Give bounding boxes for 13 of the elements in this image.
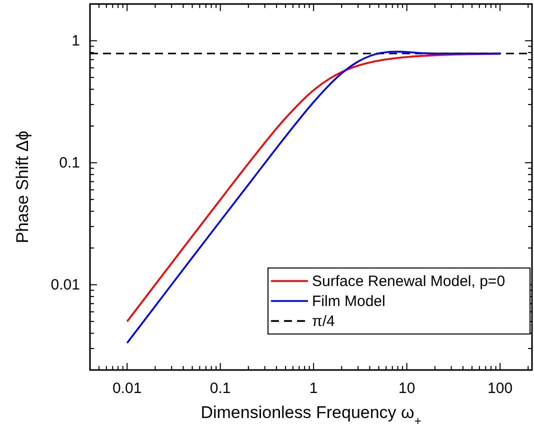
y-tick-label: 0.01	[50, 276, 80, 294]
x-tick-label: 10	[398, 380, 416, 397]
legend-label: Surface Renewal Model, p=0	[312, 273, 506, 290]
y-axis-title: Phase Shift Δϕ	[13, 130, 32, 244]
y-tick-label: 1	[72, 32, 80, 50]
legend-label: π/4	[312, 313, 335, 330]
legend-label: Film Model	[312, 293, 386, 310]
y-tick-label: 0.1	[59, 154, 80, 172]
x-tick-label: 0.01	[112, 380, 142, 397]
x-tick-label: 100	[488, 380, 513, 397]
x-tick-label: 0.1	[210, 380, 231, 397]
x-axis-title: Dimensionless Frequency ω$_{+}$	[200, 403, 422, 428]
x-tick-label: 1	[309, 380, 318, 397]
